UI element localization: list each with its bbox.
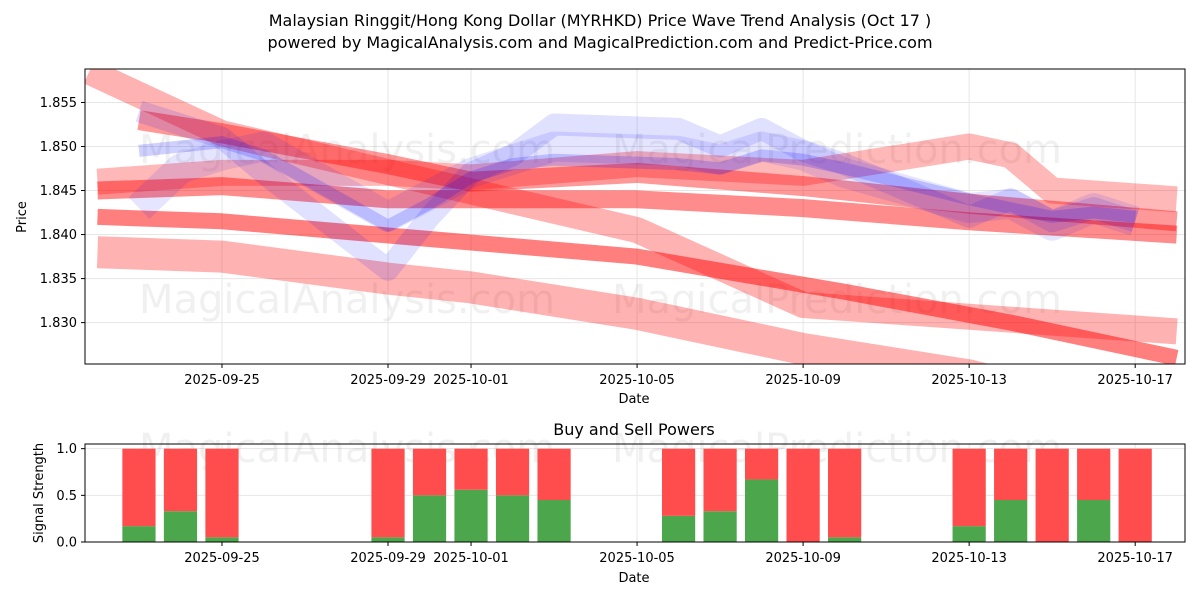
buy-bar [828,537,862,542]
buy-sell-x-tick-label: 2025-10-01 [433,551,509,566]
buy-bar [1077,500,1111,542]
trend-band-5-line [96,133,1178,213]
sell-bar [1035,448,1069,542]
trend-band-6-line [137,110,1178,232]
sell-bar [745,448,779,480]
sell-bar [163,448,198,512]
buy-sell-title: Buy and Sell Powers [553,420,715,439]
buy-sell-x-tick-label: 2025-10-13 [931,551,1007,566]
buy-bar [122,526,156,542]
sell-bar [661,448,696,516]
buy-bar [994,500,1028,542]
sell-bar [1077,448,1111,500]
price-x-tick-label: 2025-10-05 [599,373,675,388]
buy-sell-x-tick-label: 2025-09-29 [350,551,426,566]
buy-sell-x-axis-label: Date [618,571,649,586]
sell-bar [828,448,862,538]
buy-bar [745,479,779,542]
price-y-tick-label: 1.850 [40,140,77,155]
watermark-bottom-left: MagicalAnalysis.com [139,426,555,472]
buy-sell-x-tick-label: 2025-10-05 [599,551,675,566]
sell-bar [122,448,156,527]
buy-bar [205,537,239,542]
price-y-tick-label: 1.830 [40,316,77,331]
buy-sell-y-tick-label: 0.0 [56,536,77,551]
price-y-axis-label: Price [15,201,30,233]
buy-bar [412,495,447,542]
buy-bar [163,511,198,542]
price-y-tick-label: 1.840 [40,228,77,243]
price-x-tick-label: 2025-09-29 [350,373,426,388]
buy-sell-y-tick-label: 1.0 [56,442,77,457]
watermark-top-right-1: MagicalPrediction.com [612,127,1062,173]
buy-bar [952,526,986,542]
price-axes-frame [84,68,1186,365]
trend-band-2-line [97,208,1179,364]
price-y-tick-label: 1.855 [40,96,77,111]
price-y-tick-label: 1.845 [40,184,77,199]
buy-bar [537,500,571,542]
buy-bar [454,489,488,542]
price-grid [85,69,1185,364]
sell-bar [952,448,986,527]
wave-2-line [135,100,1139,281]
price-wave-panel: MagicalAnalysis.com MagicalPrediction.co… [15,68,1186,407]
price-y-tick-label: 1.835 [40,272,77,287]
buy-sell-y-tick-label: 0.5 [56,489,77,504]
buy-bar [371,537,405,542]
sell-bar [495,448,530,496]
trend-band-4-line [97,177,1178,244]
buy-sell-x-tick-label: 2025-09-25 [184,551,260,566]
buy-sell-axes-frame [84,443,1186,543]
sell-bar [205,448,239,538]
sell-bar [994,448,1028,500]
sell-bar [1118,448,1152,542]
price-x-axis-label: Date [618,392,649,407]
sell-bar [371,448,405,538]
trend-band-3-line [96,236,990,364]
chart-title-line2: powered by MagicalAnalysis.com and Magic… [267,33,932,52]
sell-bar [412,448,447,496]
buy-bar [661,515,696,542]
watermark-top-left-2: MagicalAnalysis.com [139,277,555,323]
price-x-tick-label: 2025-10-01 [433,373,509,388]
wave-3-line [128,131,1140,241]
price-x-tick-label: 2025-10-13 [931,373,1007,388]
buy-sell-bars [122,448,1152,542]
price-axis-ticks: 2025-09-25 2025-09-29 2025-10-01 2025-10-05… [40,96,1173,388]
price-x-tick-label: 2025-10-09 [765,373,841,388]
price-series-layer [85,69,1179,364]
price-x-tick-label: 2025-10-17 [1097,373,1173,388]
buy-sell-x-tick-label: 2025-10-17 [1097,551,1173,566]
buy-bar [495,495,530,542]
wave-1-line [138,136,1136,232]
sell-bar [703,448,737,512]
buy-sell-axis-ticks: 2025-09-25 2025-09-29 2025-10-01 2025-10-05… [56,442,1173,566]
buy-sell-x-tick-label: 2025-10-09 [765,551,841,566]
sell-bar [454,448,488,490]
sell-bar [537,448,571,500]
buy-sell-panel: Buy and Sell Powers MagicalAnalysis.com … [32,420,1186,586]
watermark-top-left-1: MagicalAnalysis.com [139,127,555,173]
buy-bar [703,511,737,542]
price-x-tick-label: 2025-09-25 [184,373,260,388]
chart-title-line1: Malaysian Ringgit/Hong Kong Dollar (MYRH… [269,11,932,30]
buy-sell-y-axis-label: Signal Strength [32,443,47,543]
sell-bar [786,448,820,542]
